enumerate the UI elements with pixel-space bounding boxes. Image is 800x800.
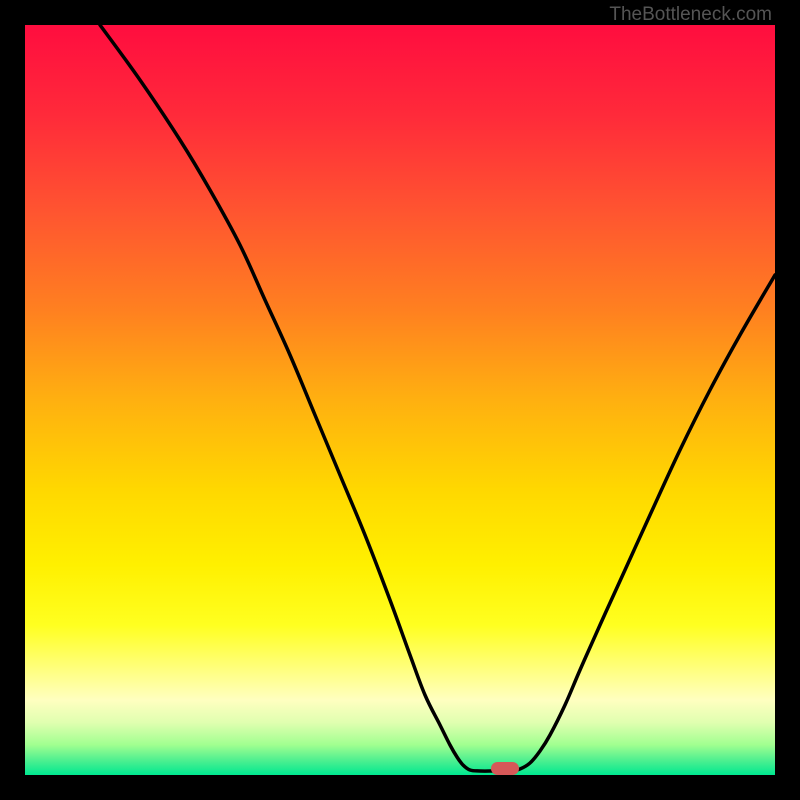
chart-plot-area [25, 25, 775, 775]
watermark-text: TheBottleneck.com [609, 4, 772, 26]
bottleneck-curve [25, 25, 775, 775]
optimal-point-marker [491, 762, 519, 775]
